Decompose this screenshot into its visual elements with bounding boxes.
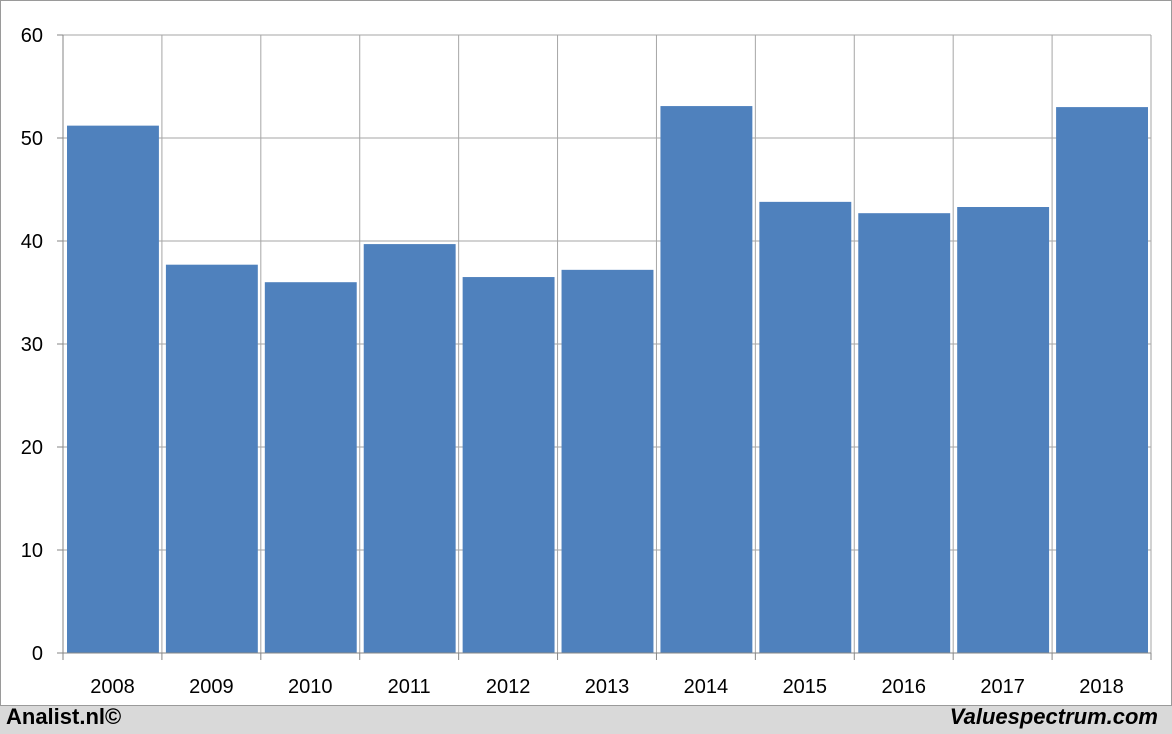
bar-2012 <box>462 277 555 653</box>
x-tick-labels: 2008 2009 2010 2011 2012 2013 2014 2015 2016 2017… <box>90 676 1124 698</box>
axes <box>57 34 1152 660</box>
x-tick-label: 2009 <box>189 676 234 698</box>
y-tick-label: 30 <box>21 334 43 356</box>
y-tick-label: 20 <box>21 437 43 459</box>
bar-2014 <box>660 106 753 653</box>
x-tick-label: 2014 <box>684 676 729 698</box>
y-tick-label: 60 <box>21 25 43 47</box>
x-tick-label: 2017 <box>980 676 1025 698</box>
x-tick-label: 2013 <box>585 676 630 698</box>
bar-2015 <box>759 201 852 654</box>
x-tick-label: 2018 <box>1079 676 1124 698</box>
y-tick-labels: 0 10 20 30 40 50 60 <box>21 25 43 665</box>
x-tick-label: 2011 <box>388 676 431 698</box>
bar-2011 <box>363 244 456 653</box>
y-tick-label: 50 <box>21 128 43 150</box>
x-tick-label: 2012 <box>486 676 531 698</box>
chart-frame: 0 10 20 30 40 50 60 2008 2009 2010 2011 2012 2013 20… <box>0 0 1172 706</box>
y-tick-label: 0 <box>32 643 43 665</box>
footer-left-credit: Analist.nl© <box>6 704 122 729</box>
bar-2018 <box>1056 107 1148 654</box>
x-tick-label: 2015 <box>783 676 828 698</box>
grid-lines <box>63 34 1152 653</box>
footer-right-credit: Valuespectrum.com <box>949 704 1158 729</box>
y-tick-label: 10 <box>21 540 43 562</box>
bars <box>67 106 1148 654</box>
x-tick-label: 2016 <box>881 676 926 698</box>
x-tick-label: 2008 <box>90 676 135 698</box>
y-tick-label: 40 <box>21 231 43 253</box>
bar-2017 <box>957 207 1050 653</box>
bar-2016 <box>858 213 951 653</box>
bar-2009 <box>165 264 258 653</box>
x-tick-label: 2010 <box>288 676 333 698</box>
bar-2010 <box>264 282 357 653</box>
bar-2013 <box>561 269 654 653</box>
bar-2008 <box>67 125 159 653</box>
